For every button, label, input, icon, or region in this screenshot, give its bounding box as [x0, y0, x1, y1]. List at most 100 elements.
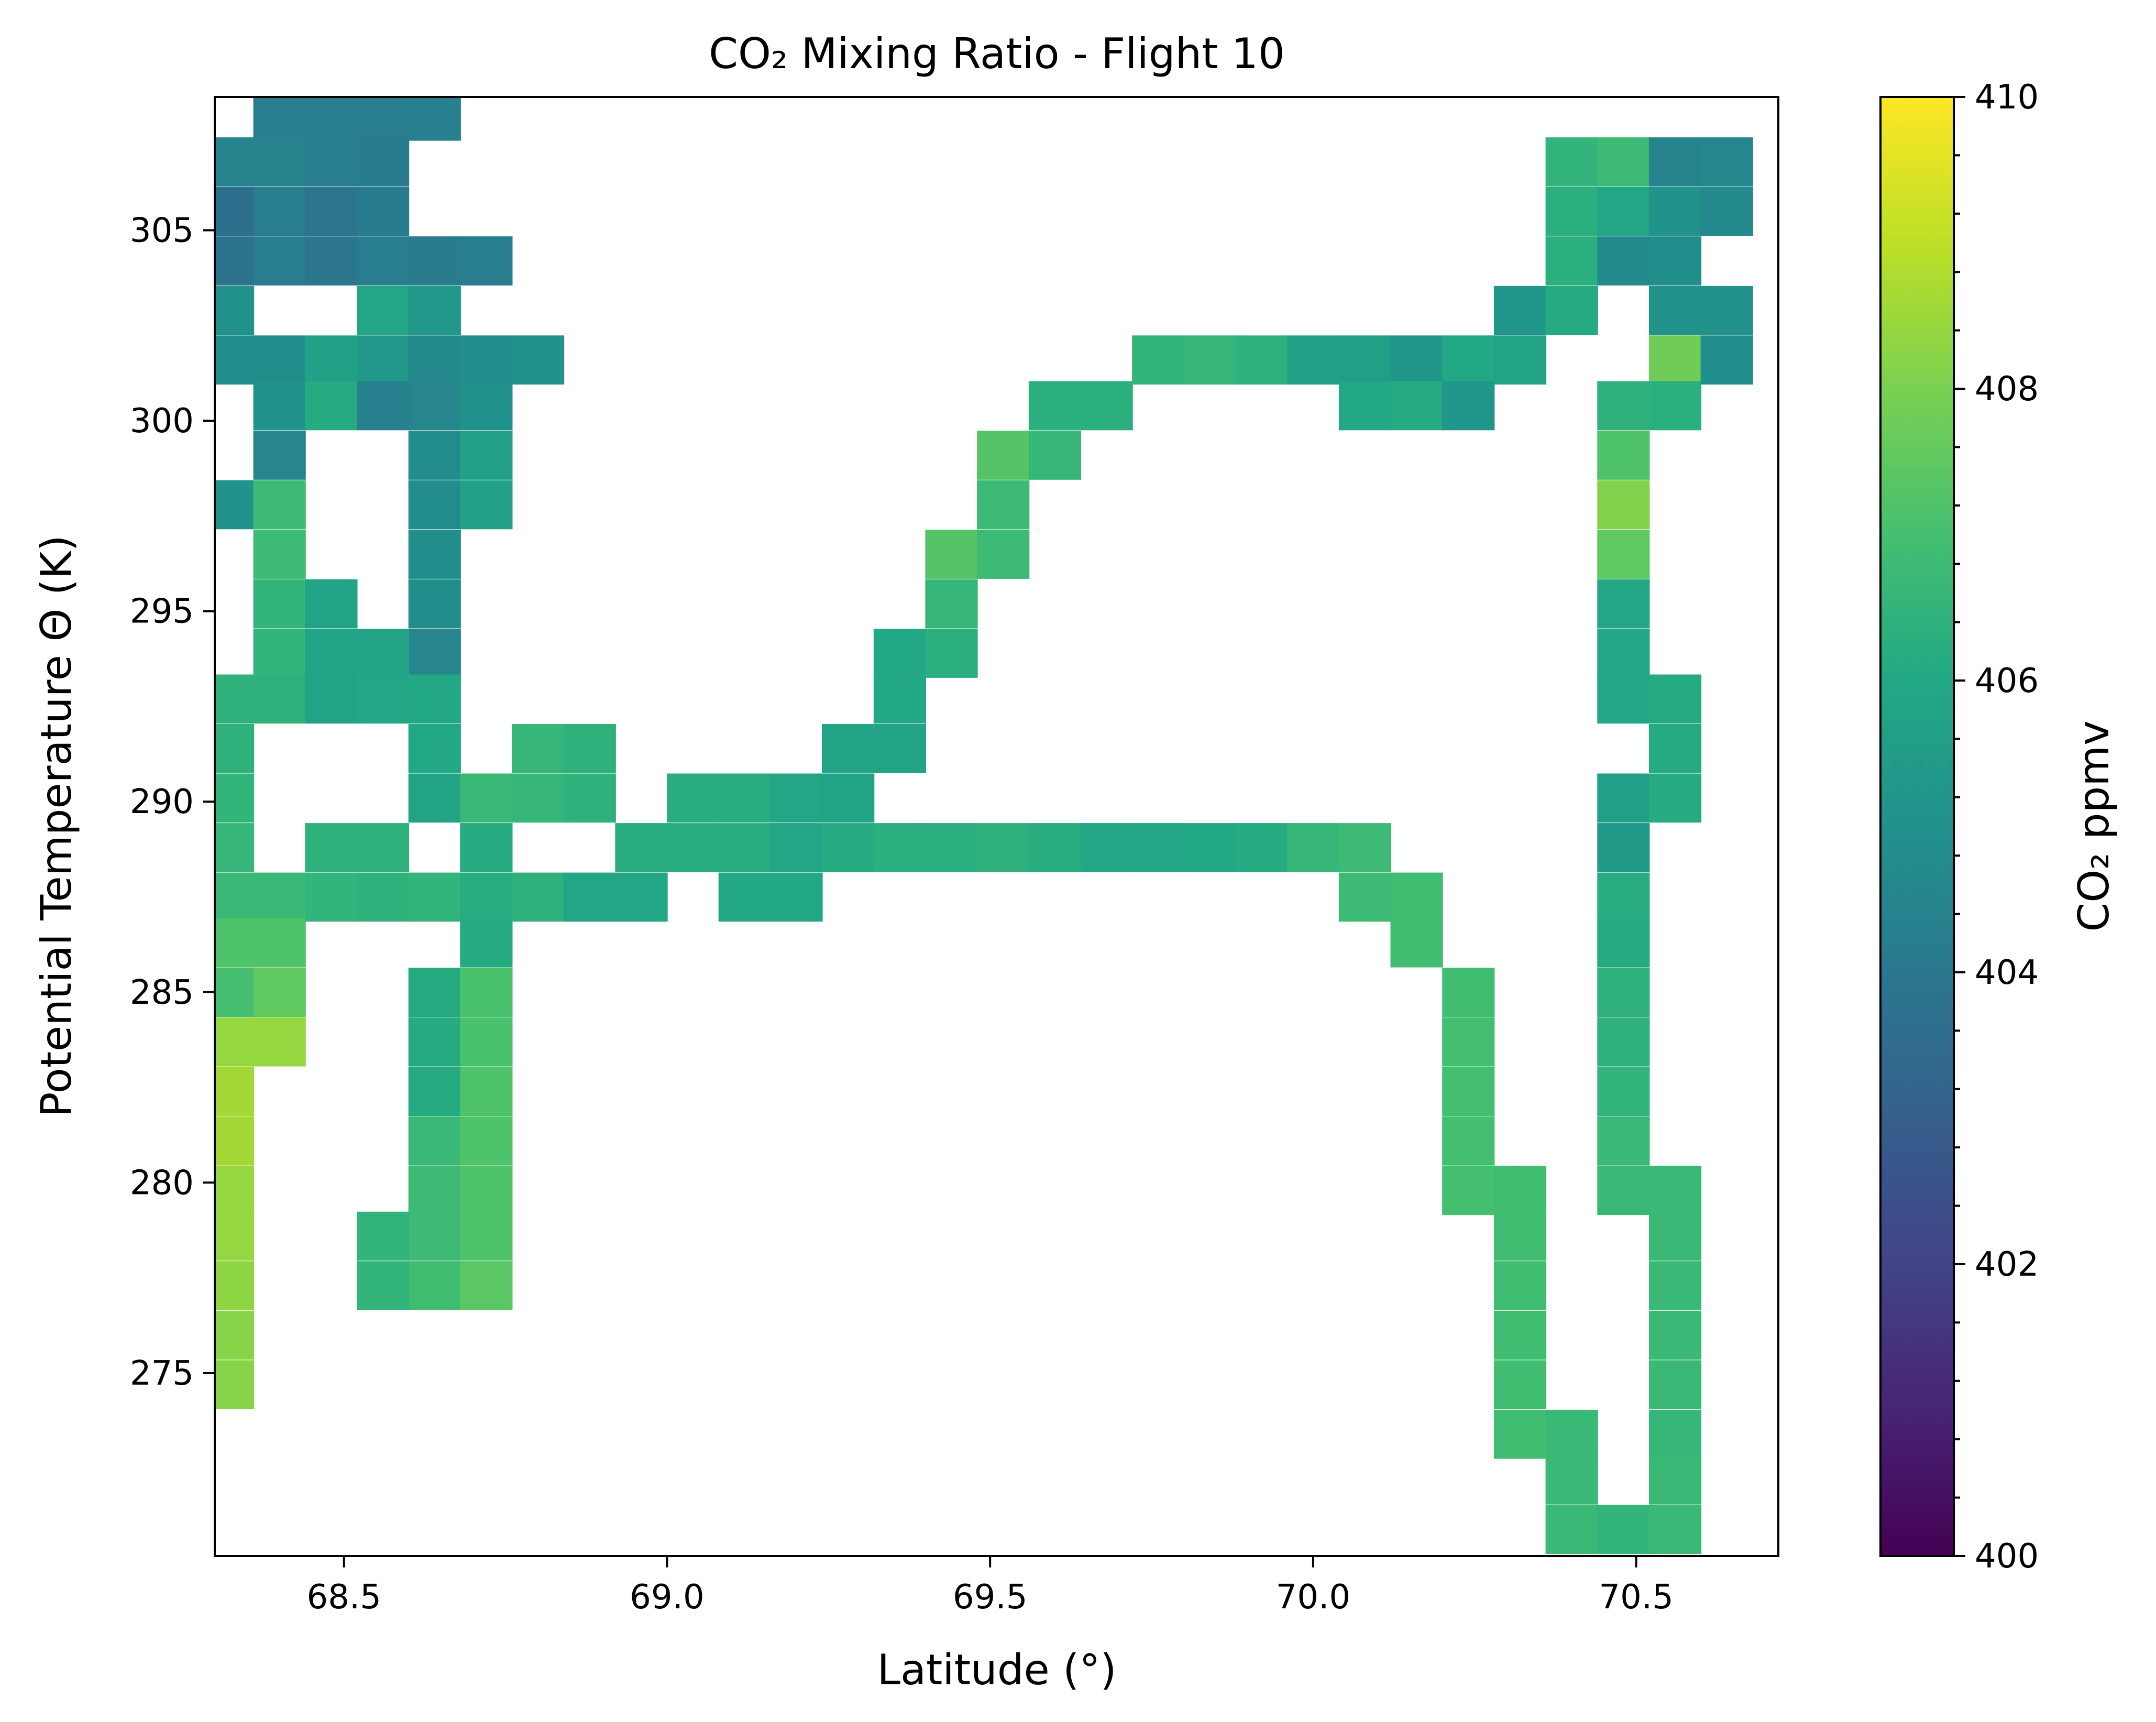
x-axis-label: Latitude (°) — [877, 1646, 1116, 1694]
heatmap-cell — [305, 335, 358, 385]
heatmap-cell — [1648, 1505, 1702, 1554]
colorbar-tick-label: 410 — [1975, 78, 2039, 117]
heatmap-cell — [925, 629, 978, 678]
heatmap-cell — [1648, 773, 1702, 823]
heatmap-cell — [408, 674, 461, 724]
y-tick-label: 285 — [130, 973, 194, 1012]
heatmap-cell — [1648, 236, 1702, 286]
heatmap-cell — [1545, 137, 1598, 187]
colorbar-tick-label: 406 — [1975, 662, 2039, 700]
heatmap-cell — [215, 674, 255, 724]
heatmap-cell — [1700, 335, 1753, 385]
heatmap-cell — [718, 872, 771, 922]
heatmap-cell — [1442, 381, 1495, 431]
colorbar-axis: 400 402 404 406 408 410 — [1954, 78, 2039, 1576]
heatmap-cell — [1648, 381, 1702, 431]
heatmap-cell — [977, 823, 1030, 872]
heatmap-cell — [253, 629, 306, 678]
heatmap-cell — [408, 629, 461, 678]
heatmap-cell — [253, 187, 306, 236]
heatmap-cell — [305, 97, 358, 141]
heatmap-cell — [1545, 1455, 1598, 1505]
heatmap-cell — [357, 823, 410, 872]
heatmap-cell — [408, 236, 461, 286]
heatmap-cell — [357, 381, 410, 431]
heatmap-cell — [1597, 773, 1650, 823]
heatmap-cell — [1545, 1409, 1598, 1459]
heatmap-cell — [1545, 236, 1598, 286]
heatmap-cell — [305, 187, 358, 236]
heatmap-cell — [215, 1017, 255, 1067]
heatmap-cell — [925, 530, 978, 579]
heatmap-cell — [1597, 823, 1650, 872]
chart-title: CO₂ Mixing Ratio - Flight 10 — [709, 29, 1285, 78]
heatmap-cell — [1080, 823, 1133, 872]
heatmap-cell — [408, 968, 461, 1017]
heatmap-cell — [215, 968, 255, 1017]
heatmap-cell — [408, 1166, 461, 1215]
heatmap-cell — [215, 1067, 255, 1116]
y-axis-label: Potential Temperature Θ (K) — [32, 535, 81, 1117]
heatmap-cell — [305, 823, 358, 872]
heatmap-cell — [1597, 187, 1650, 236]
heatmap-cell — [1597, 137, 1650, 187]
heatmap-cell — [1132, 823, 1185, 872]
heatmap-cell — [615, 823, 668, 872]
heatmap-cell — [357, 335, 410, 385]
heatmap-cell — [1648, 1455, 1702, 1505]
heatmap-cell — [215, 286, 255, 335]
heatmap-cell — [977, 480, 1030, 530]
x-tick-label: 69.0 — [630, 1578, 705, 1617]
heatmap-cell — [1648, 1166, 1702, 1215]
heatmap-cell — [408, 1116, 461, 1166]
heatmap-cell — [357, 629, 410, 678]
y-tick-label: 295 — [130, 593, 194, 631]
heatmap-cell — [305, 381, 358, 431]
heatmap-cell — [253, 579, 306, 629]
heatmap-cell — [253, 137, 306, 187]
heatmap-cell — [1338, 335, 1392, 385]
heatmap-cell — [408, 335, 461, 385]
heatmap-cell — [1235, 335, 1288, 385]
heatmap-cell — [357, 1211, 410, 1261]
heatmap-cell — [215, 187, 255, 236]
heatmap-cell — [1493, 1261, 1547, 1310]
colorbar-label: CO₂ ppmv — [2070, 720, 2118, 931]
heatmap-cell — [215, 1211, 255, 1261]
heatmap-cell — [460, 1116, 513, 1166]
heatmap-cell — [215, 1261, 255, 1310]
heatmap-cell — [460, 335, 513, 385]
heatmap-cell — [408, 1067, 461, 1116]
heatmap-cell — [1493, 1211, 1547, 1261]
heatmap-cell — [1338, 381, 1392, 431]
heatmap-cell — [408, 286, 461, 335]
heatmap-cell — [357, 236, 410, 286]
heatmap-cell — [977, 530, 1030, 579]
heatmap-cell — [253, 97, 306, 141]
heatmap-cell — [1700, 286, 1753, 335]
heatmap-cell — [1648, 724, 1702, 773]
heatmap-cell — [408, 872, 461, 922]
heatmap-cell — [408, 579, 461, 629]
heatmap-cell — [512, 724, 565, 773]
heatmap-cell — [357, 286, 410, 335]
heatmap-cell — [1493, 335, 1547, 385]
heatmap-cell — [215, 137, 255, 187]
heatmap-cell — [357, 872, 410, 922]
heatmap-cell — [1080, 381, 1133, 431]
heatmap-cell — [253, 381, 306, 431]
heatmap-cell — [1132, 335, 1185, 385]
heatmap-cell — [460, 1166, 513, 1215]
heatmap-cell — [718, 823, 771, 872]
plot-frame — [214, 96, 1779, 1557]
heatmap-cell — [770, 823, 823, 872]
heatmap-cell — [460, 968, 513, 1017]
heatmap-cell — [563, 724, 616, 773]
heatmap-cell — [215, 1310, 255, 1360]
heatmap-cell — [1648, 137, 1702, 187]
heatmap-cell — [667, 823, 720, 872]
heatmap-cell — [1700, 187, 1753, 236]
heatmap-cell — [563, 773, 616, 823]
heatmap-cell — [1287, 823, 1340, 872]
heatmap-cell — [1390, 872, 1443, 922]
